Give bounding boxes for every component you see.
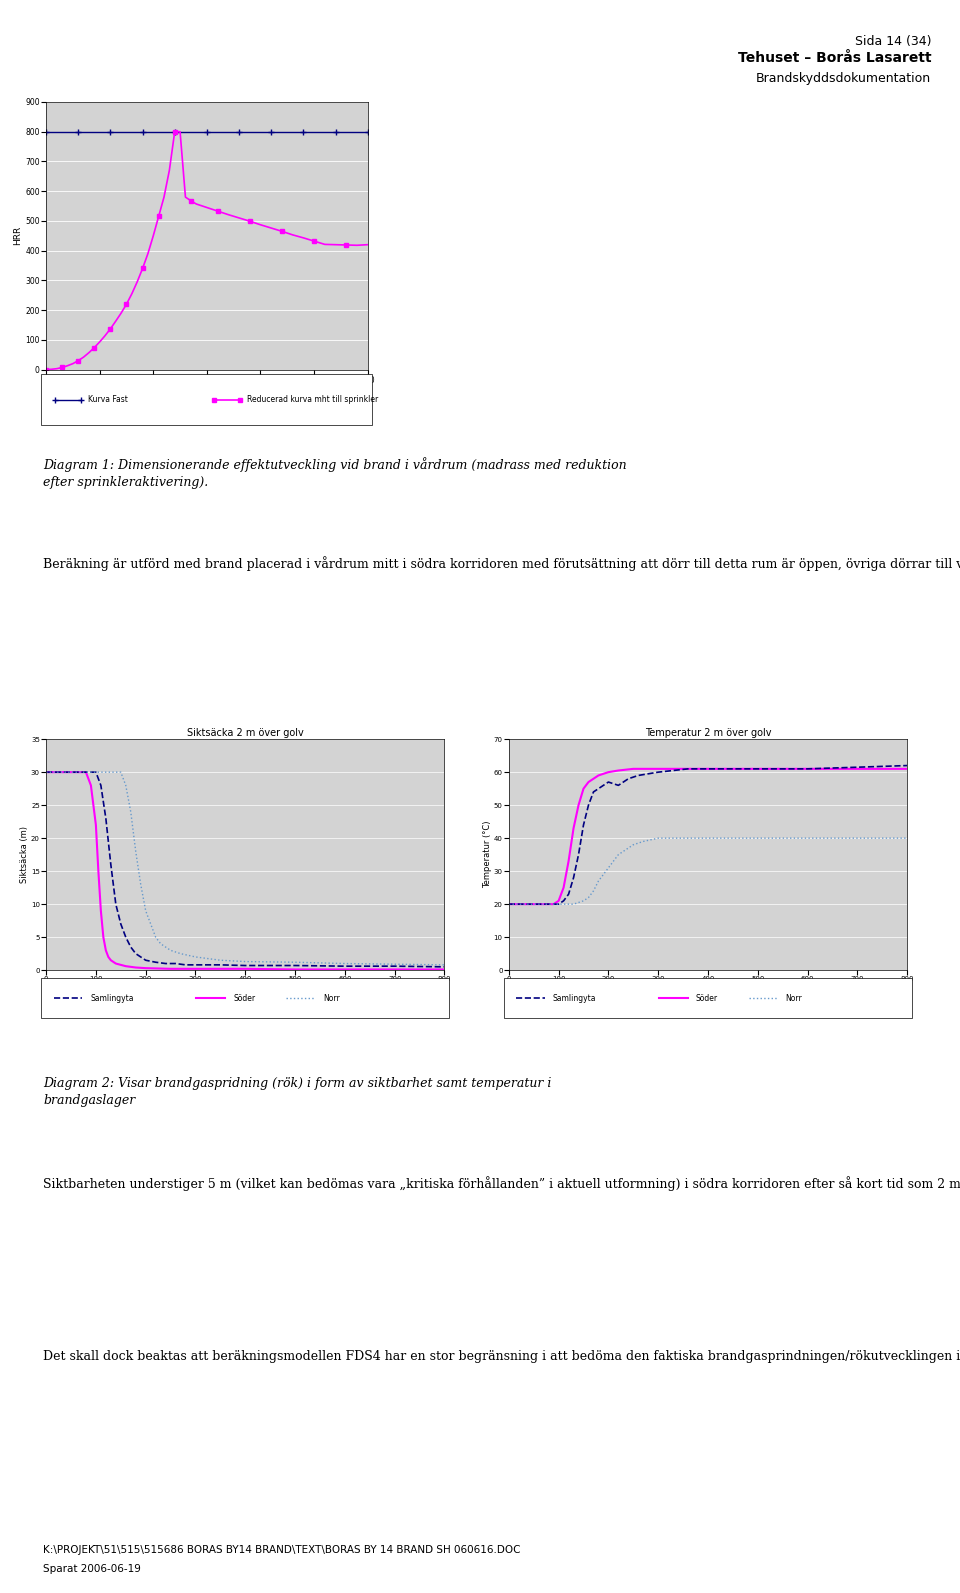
Text: Beräkning är utförd med brand placerad i vårdrum mitt i södra korridoren med för: Beräkning är utförd med brand placerad i… <box>43 556 960 570</box>
Y-axis label: Siktsäcka (m): Siktsäcka (m) <box>20 827 30 883</box>
Title: Siktsäcka 2 m över golv: Siktsäcka 2 m över golv <box>187 728 303 739</box>
Text: Kurva Fast: Kurva Fast <box>87 395 128 405</box>
Text: Brandskyddsdokumentation: Brandskyddsdokumentation <box>756 72 931 84</box>
Text: Tehuset – Borås Lasarett: Tehuset – Borås Lasarett <box>737 51 931 65</box>
Text: Siktbarheten understiger 5 m (vilket kan bedömas vara „kritiska förhållanden” i : Siktbarheten understiger 5 m (vilket kan… <box>43 1176 960 1190</box>
Text: Samlingyta: Samlingyta <box>90 994 133 1002</box>
Text: Diagram 2: Visar brandgaspridning (rök) i form av siktbarhet samt temperatur i
b: Diagram 2: Visar brandgaspridning (rök) … <box>43 1077 552 1107</box>
Text: Reducerad kurva mht till sprinkler: Reducerad kurva mht till sprinkler <box>247 395 378 405</box>
X-axis label: Tid (s): Tid (s) <box>695 988 721 997</box>
Text: Sida 14 (34): Sida 14 (34) <box>854 35 931 48</box>
Text: Norr: Norr <box>785 994 803 1002</box>
Text: Samlingyta: Samlingyta <box>553 994 596 1002</box>
X-axis label: Tid (s): Tid (s) <box>193 390 221 400</box>
Text: Söder: Söder <box>233 994 255 1002</box>
Text: Söder: Söder <box>696 994 718 1002</box>
Text: Diagram 1: Dimensionerande effektutveckling vid brand i vårdrum (madrass med red: Diagram 1: Dimensionerande effektutveckl… <box>43 457 627 489</box>
Text: Sparat 2006-06-19: Sparat 2006-06-19 <box>43 1564 141 1574</box>
Text: Det skall dock beaktas att beräkningsmodellen FDS4 har en stor begränsning i att: Det skall dock beaktas att beräkningsmod… <box>43 1348 960 1362</box>
Title: Temperatur 2 m över golv: Temperatur 2 m över golv <box>645 728 771 739</box>
Y-axis label: Temperatur (°C): Temperatur (°C) <box>483 820 492 889</box>
X-axis label: Tid (s): Tid (s) <box>232 988 258 997</box>
Text: Norr: Norr <box>323 994 340 1002</box>
Y-axis label: HRR: HRR <box>13 226 22 245</box>
Text: K:\PROJEKT\51\515\515686 BORAS BY14 BRAND\TEXT\BORAS BY 14 BRAND SH 060616.DOC: K:\PROJEKT\51\515\515686 BORAS BY14 BRAN… <box>43 1545 520 1555</box>
